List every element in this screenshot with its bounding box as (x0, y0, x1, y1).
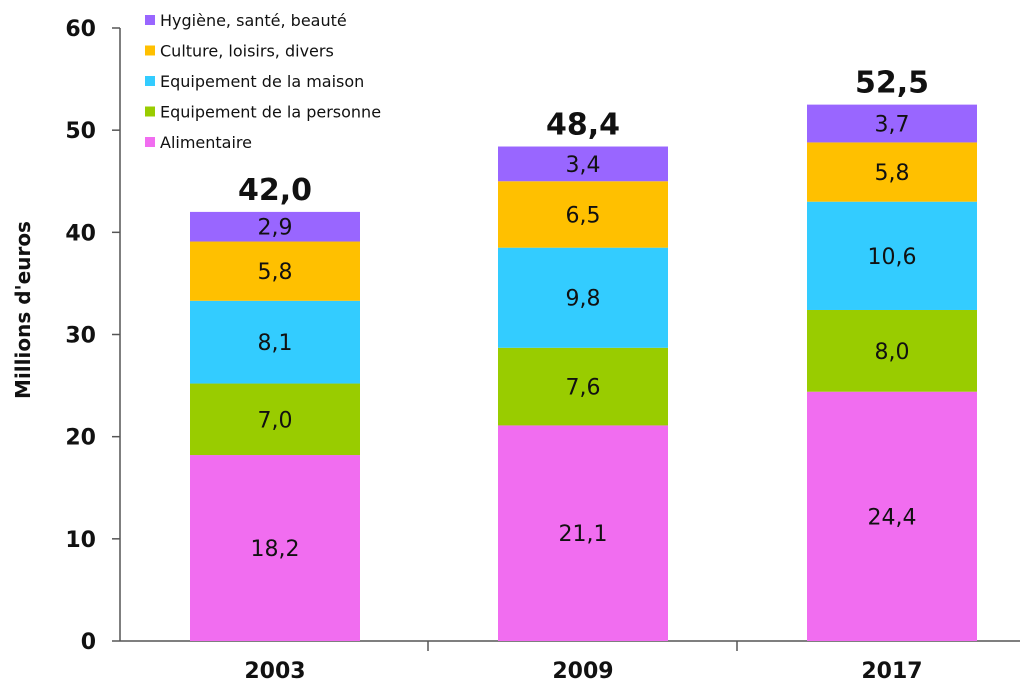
y-tick-label: 20 (65, 426, 96, 451)
bar-segment (190, 383, 360, 456)
bar-segment (807, 104, 977, 143)
bar-segment (190, 241, 360, 301)
y-tick-label: 0 (81, 630, 96, 655)
legend-swatch (145, 45, 155, 56)
bar-segment (807, 391, 977, 641)
segment-value-label: 5,8 (258, 260, 293, 285)
bar-segment (498, 247, 668, 348)
y-tick-label: 50 (65, 119, 96, 144)
y-axis-label: Millions d'euros (11, 221, 35, 399)
total-value-label: 42,0 (238, 173, 312, 208)
legend: Hygiène, santé, beauté Culture, loisirs, … (145, 11, 381, 152)
y-tick-label: 30 (65, 324, 96, 349)
segment-value-label: 6,5 (566, 203, 601, 228)
legend-label: Equipement de la maison (160, 72, 364, 91)
bar-segment (807, 142, 977, 202)
bar-segment (807, 309, 977, 392)
data-labels: 18,2 7,0 8,1 5,8 2,9 42,0 21,1 7,6 9,8 6,5 3,4 48,4… (238, 66, 929, 562)
segment-value-label: 10,6 (868, 245, 917, 270)
x-tick-label: 2017 (861, 659, 922, 684)
legend-swatch (145, 137, 155, 147)
bar-segment (498, 425, 668, 641)
x-tick-label: 2009 (552, 659, 613, 684)
legend-label: Alimentaire (160, 133, 252, 152)
segment-value-label: 24,4 (868, 505, 917, 530)
y-tick-label: 60 (65, 17, 96, 42)
total-value-label: 52,5 (855, 66, 929, 101)
segment-value-label: 8,1 (258, 331, 293, 356)
bars (190, 104, 977, 641)
y-tick-label: 40 (65, 221, 96, 246)
total-value-label: 48,4 (546, 108, 620, 143)
segment-value-label: 9,8 (566, 287, 601, 312)
segment-value-label: 8,0 (875, 340, 910, 365)
bar-segment (498, 146, 668, 182)
bar-segment (807, 201, 977, 310)
legend-label: Equipement de la personne (160, 103, 381, 122)
bar-segment (498, 347, 668, 426)
segment-value-label: 3,4 (566, 153, 601, 178)
segment-value-label: 7,0 (258, 408, 293, 433)
bar-segment (498, 181, 668, 248)
legend-swatch (145, 15, 155, 25)
segment-value-label: 21,1 (559, 522, 608, 547)
bar-segment (190, 211, 360, 242)
legend-label: Culture, loisirs, divers (160, 42, 334, 61)
segment-value-label: 5,8 (875, 161, 910, 186)
y-tick-label: 10 (65, 528, 96, 553)
segment-value-label: 2,9 (258, 216, 293, 241)
segment-value-label: 3,7 (875, 113, 910, 138)
bar-segment (190, 300, 360, 384)
legend-label: Hygiène, santé, beauté (160, 11, 347, 30)
x-tick-label: 2003 (244, 659, 305, 684)
bar-segment (190, 455, 360, 641)
legend-swatch (145, 106, 155, 117)
segment-value-label: 18,2 (251, 537, 300, 562)
legend-swatch (145, 76, 155, 86)
segment-value-label: 7,6 (566, 376, 601, 401)
